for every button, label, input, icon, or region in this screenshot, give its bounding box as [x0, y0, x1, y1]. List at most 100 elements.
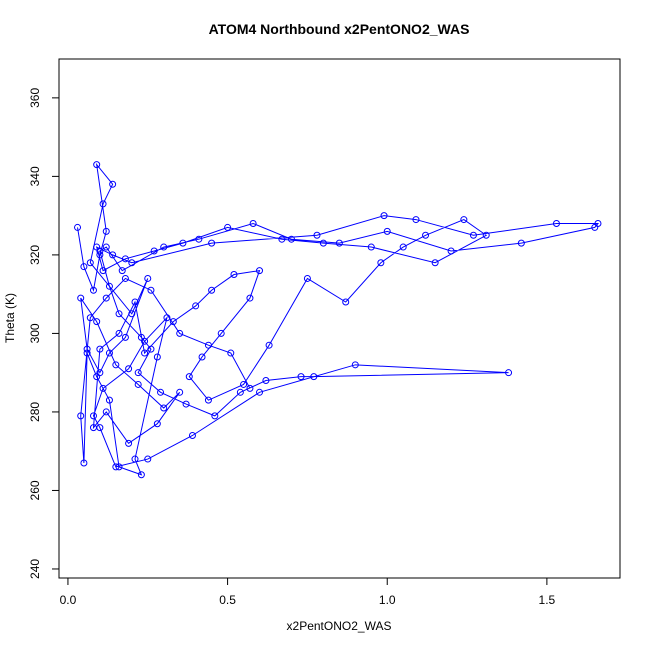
- data-point: [83, 345, 91, 353]
- data-point: [128, 310, 136, 318]
- data-point: [552, 219, 560, 227]
- data-point: [102, 227, 110, 235]
- data-point: [217, 329, 225, 337]
- data-point: [83, 349, 91, 357]
- data-point: [93, 318, 101, 326]
- data-point: [102, 408, 110, 416]
- data-point: [150, 247, 158, 255]
- data-point: [131, 455, 139, 463]
- data-point: [102, 294, 110, 302]
- data-point: [265, 341, 273, 349]
- data-point: [157, 388, 165, 396]
- data-point: [211, 412, 219, 420]
- data-point: [204, 396, 212, 404]
- data-point: [505, 369, 513, 377]
- data-point: [256, 267, 264, 275]
- data-point: [188, 431, 196, 439]
- data-point: [96, 424, 104, 432]
- data-point: [195, 235, 203, 243]
- data-point: [121, 333, 129, 341]
- data-point: [469, 231, 477, 239]
- y-tick-label: 320: [28, 245, 42, 265]
- data-point: [99, 267, 107, 275]
- data-point: [163, 314, 171, 322]
- data-point: [105, 282, 113, 290]
- data-point: [115, 463, 123, 471]
- y-tick-label: 340: [28, 166, 42, 186]
- data-point: [179, 239, 187, 247]
- data-point: [319, 239, 327, 247]
- data-point: [176, 329, 184, 337]
- data-point: [93, 373, 101, 381]
- data-point: [176, 388, 184, 396]
- data-point: [134, 380, 142, 388]
- data-point: [115, 329, 123, 337]
- data-point: [125, 439, 133, 447]
- y-tick-label: 240: [28, 559, 42, 579]
- data-point: [112, 463, 120, 471]
- x-axis-label: x2PentONO2_WAS: [287, 619, 392, 633]
- data-point: [153, 420, 161, 428]
- data-point: [86, 259, 94, 267]
- data-point: [131, 298, 139, 306]
- data-point: [297, 373, 305, 381]
- data-point: [134, 369, 142, 377]
- data-point: [236, 388, 244, 396]
- data-point: [367, 243, 375, 251]
- data-point: [160, 243, 168, 251]
- data-point: [447, 247, 455, 255]
- plot-frame: [58, 58, 621, 579]
- data-point: [192, 302, 200, 310]
- data-point: [208, 286, 216, 294]
- data-point: [240, 380, 248, 388]
- x-tick-label: 1.5: [539, 593, 556, 607]
- data-point: [208, 239, 216, 247]
- data-point: [105, 396, 113, 404]
- data-point: [147, 286, 155, 294]
- data-point: [246, 294, 254, 302]
- series-line: [77, 162, 600, 476]
- data-point: [141, 349, 149, 357]
- data-point: [96, 251, 104, 259]
- data-point: [121, 274, 129, 282]
- data-point: [230, 271, 238, 279]
- data-point: [93, 161, 101, 169]
- data-point: [313, 231, 321, 239]
- data-point: [86, 314, 94, 322]
- y-tick-label: 300: [28, 323, 42, 343]
- chart-title: ATOM4 Northbound x2PentONO2_WAS: [209, 21, 470, 37]
- data-point: [342, 298, 350, 306]
- data-point: [118, 267, 126, 275]
- data-point: [77, 412, 85, 420]
- x-tick-label: 0.0: [60, 593, 77, 607]
- x-tick-label: 0.5: [219, 593, 236, 607]
- data-point: [128, 259, 136, 267]
- data-point: [182, 400, 190, 408]
- data-point: [278, 235, 286, 243]
- data-point: [80, 459, 88, 467]
- data-point: [310, 373, 318, 381]
- data-point: [262, 377, 270, 385]
- data-point: [377, 259, 385, 267]
- data-point: [204, 341, 212, 349]
- y-tick-label: 260: [28, 480, 42, 500]
- data-point: [89, 286, 97, 294]
- data-point: [99, 200, 107, 208]
- data-point: [227, 349, 235, 357]
- data-point: [74, 223, 82, 231]
- data-point: [121, 255, 129, 263]
- data-point: [144, 274, 152, 282]
- data-point: [246, 384, 254, 392]
- data-point: [109, 180, 117, 188]
- data-point: [102, 243, 110, 251]
- data-point: [77, 294, 85, 302]
- data-point: [224, 223, 232, 231]
- data-point: [105, 349, 113, 357]
- data-point: [125, 365, 133, 373]
- data-point: [335, 239, 343, 247]
- data-point: [517, 239, 525, 247]
- data-point: [153, 353, 161, 361]
- data-point: [160, 404, 168, 412]
